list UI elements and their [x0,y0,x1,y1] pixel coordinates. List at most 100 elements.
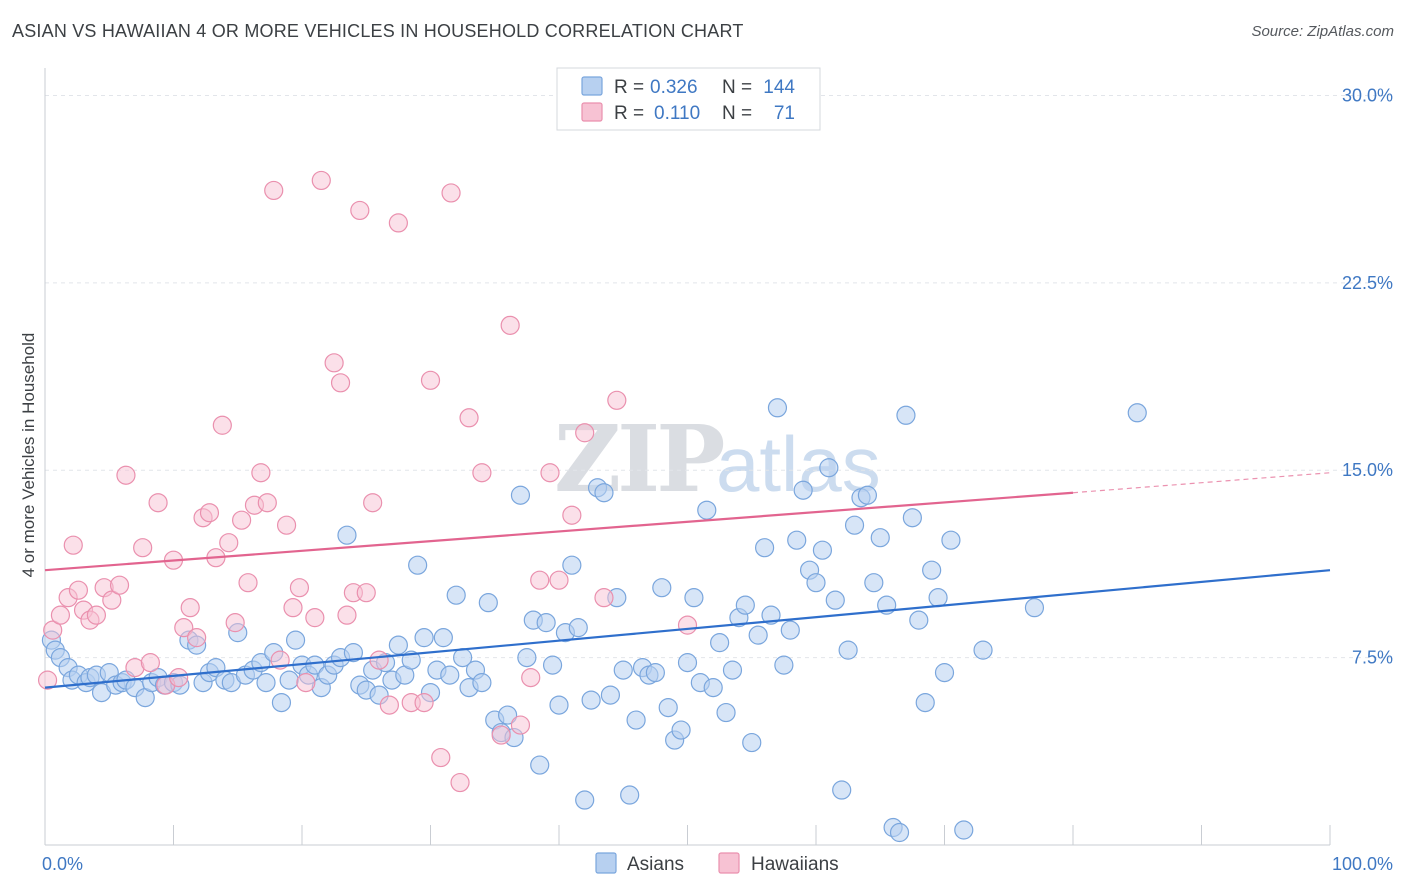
hawaiians-point [102,590,122,610]
hawaiians-point [257,493,277,513]
watermark-zip: ZIP [554,405,723,513]
hawaiians-point [50,605,71,625]
asians-point [472,673,492,693]
hawaiians-point [264,180,284,201]
hawaiians-point [450,772,470,793]
asians-point [684,588,704,608]
hawaiians-point [369,650,389,670]
asians-point [889,822,910,843]
hawaiians-point [420,370,441,390]
hawaiians-point [594,588,614,608]
y-tick-labels: 7.5% 15.0% 22.5% 30.0% [1342,85,1393,667]
hawaiians-point [388,213,408,233]
hawaiians-point [521,668,541,688]
asians-point [626,710,646,730]
axes [44,68,1331,846]
asians-point [742,732,762,753]
asians-point [780,620,800,640]
asians-point [934,663,955,683]
y-tick-label: 30.0% [1342,85,1393,105]
asians-point [337,525,357,545]
asians-point [658,697,678,718]
asians-point [305,655,325,675]
asians-trend-line [44,569,1331,689]
asians-point [896,405,916,425]
bottom-legend: Asians Hawaiians [595,852,839,875]
asians-point [909,610,929,630]
asians-point [645,663,665,683]
asians-point [388,635,408,655]
legend-n-label-hawaiians: N = [722,103,752,124]
asians-point [600,685,621,705]
hawaiians-point [43,620,63,640]
asians-point [568,618,588,638]
legend-r-value-hawaiians: 0.110 [654,103,700,124]
asians-point [825,590,845,610]
asians-point [941,530,961,550]
asians-point [819,458,839,478]
y-tick-label: 15.0% [1342,460,1393,480]
hawaiians-point [530,570,550,590]
asians-point [446,585,466,605]
asians-point [812,540,833,560]
asians-point [542,655,563,675]
asians-point [517,648,537,668]
hawaiians-point [169,668,189,688]
chart-title: ASIAN VS HAWAIIAN 4 OR MORE VEHICLES IN … [12,21,744,41]
hawaiians-point [330,373,351,393]
legend-r-label-asians: R = [614,77,644,98]
asians-point [671,720,691,740]
asians-point [928,588,948,608]
asians-point [594,483,614,503]
legend-n-value-hawaiians: 71 [774,103,795,124]
hawaiians-point [441,183,461,203]
hawaiians-point [431,747,451,768]
hawaiians-trend-line [44,491,1074,572]
asians-point [510,485,531,505]
hawaiians-point [472,463,492,483]
hawaiians-point [63,535,83,555]
source-label: Source: ZipAtlas.com [1251,23,1394,40]
hawaiians-point [500,315,520,335]
hawaiians-point [363,493,383,513]
asians-point [793,480,813,500]
hawaiians-point [212,415,232,435]
asians-point [954,820,974,840]
asians-point [279,670,299,690]
asians-point [902,508,922,528]
hawaiians-point [575,423,595,443]
asians-point [343,643,363,663]
asians-point [774,655,794,675]
legend-r-label-hawaiians: R = [614,103,644,124]
bottom-legend-swatch-asians [595,852,617,874]
asians-point [256,673,276,693]
asians-point [844,515,865,535]
asians-point [440,665,460,685]
legend: R = 0.326 N = 144 R = 0.110 N = 71 [556,67,821,131]
asians-point [581,690,601,710]
hawaiians-point [225,613,245,633]
y-tick-label: 7.5% [1352,648,1393,668]
hawaiians-point [562,505,582,525]
asians-point [754,538,775,558]
hawaiians-point [37,670,58,690]
hawaiians-point [133,538,153,558]
hawaiians-point [187,628,207,648]
hawaiians-point [251,463,271,483]
asians-point [870,528,890,548]
asians-point [536,613,556,633]
asians-point [703,678,723,698]
hawaiians-point [337,605,357,625]
hawaiians-point [379,695,399,715]
hawaiians-point [510,715,531,735]
trend-lines [44,472,1331,689]
x-tick-label: 100.0% [1332,854,1393,874]
hawaiians-point [199,503,220,523]
asians-point [414,628,434,648]
hawaiians-point [296,673,316,693]
hawaiians-point [219,533,239,553]
asians-point [787,530,807,550]
asians-point [562,555,582,575]
asians-point [716,702,736,723]
hawaiians-point [289,578,310,598]
